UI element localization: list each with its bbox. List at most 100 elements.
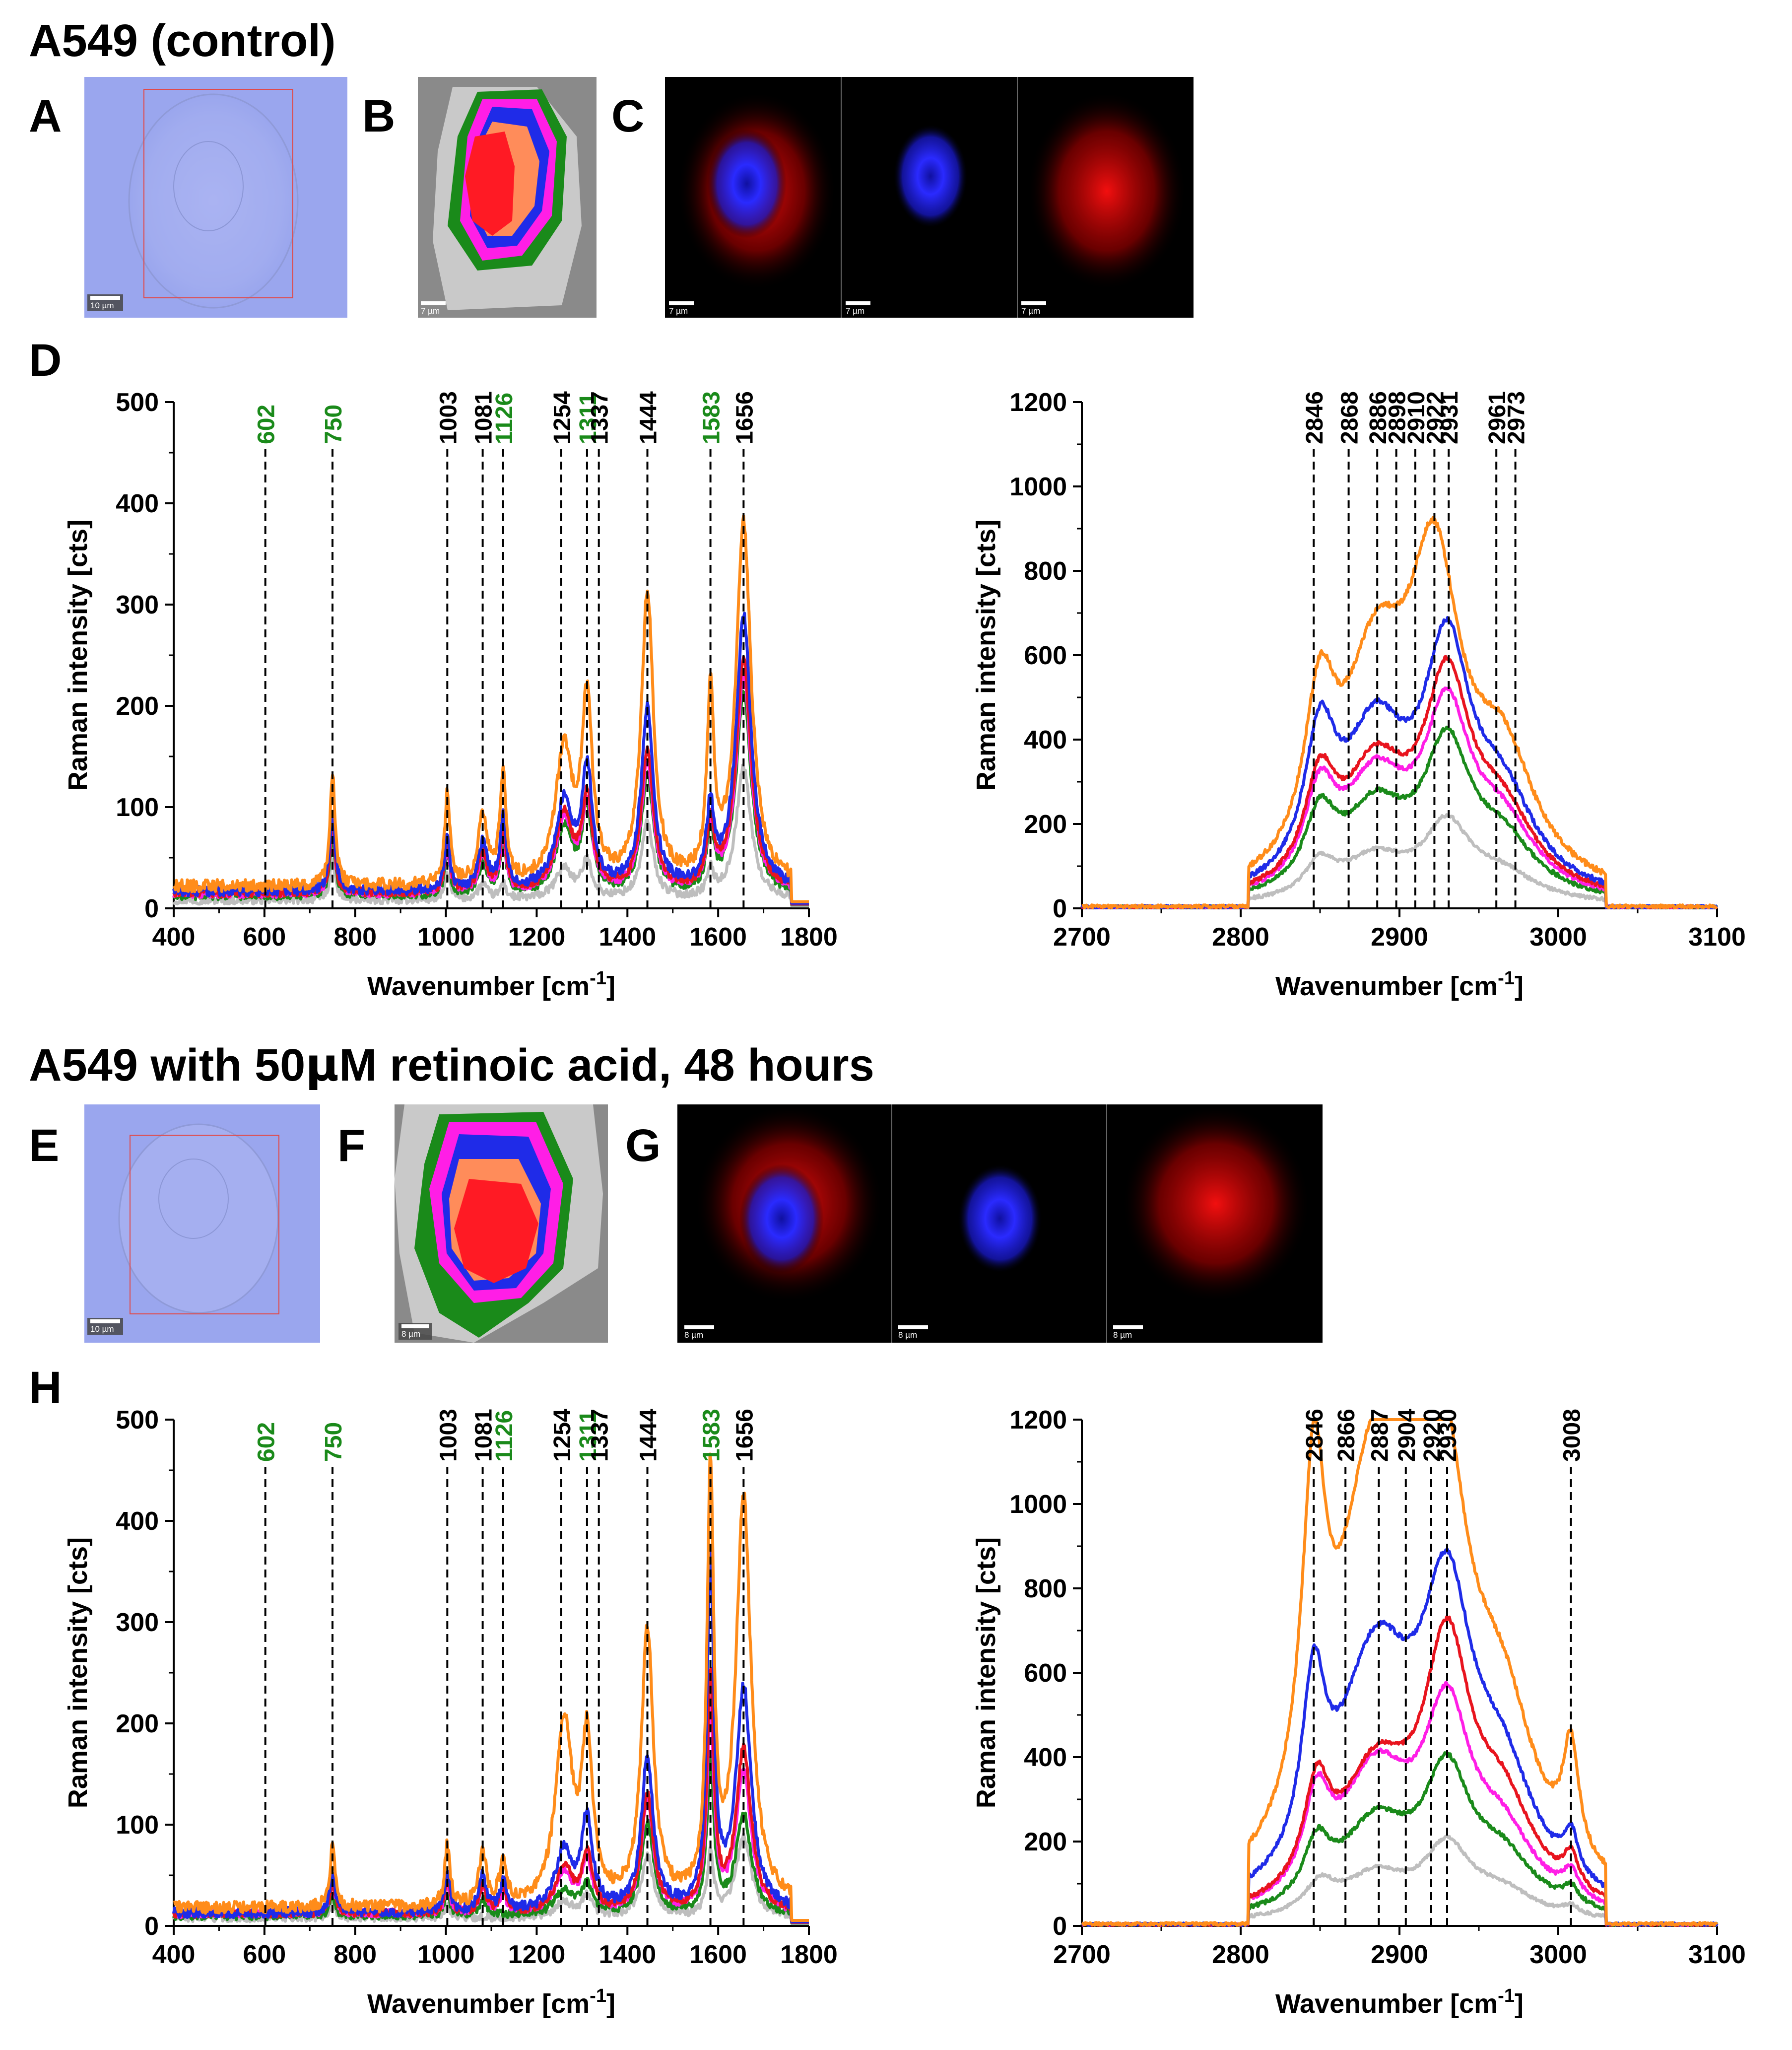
peak-label: 2961 — [1484, 391, 1511, 444]
cluster-map-f: 8 µm — [395, 1104, 608, 1343]
series-line-orange — [1081, 1418, 1719, 1927]
y-tick-label: 0 — [1053, 894, 1067, 923]
x-axis-label-close: ] — [1515, 971, 1524, 1001]
peak-label: 1337 — [587, 1409, 613, 1462]
section-title-treated: A549 with 50µM retinoic acid, 48 hours — [29, 1040, 874, 1091]
peak-label: 1444 — [636, 1409, 662, 1462]
scalebar-g2: 8 µm — [898, 1325, 928, 1339]
y-tick-label: 400 — [1024, 726, 1067, 754]
peak-label: 1003 — [435, 391, 462, 444]
x-tick-label: 800 — [333, 923, 377, 952]
y-axis-label: Raman intensity [cts] — [971, 520, 1001, 791]
y-tick-label: 800 — [1024, 1574, 1067, 1603]
series-line-orange — [173, 1452, 810, 1922]
y-tick-label: 500 — [116, 388, 159, 417]
peak-label: 1254 — [549, 1409, 576, 1462]
peak-label: 750 — [321, 1422, 347, 1462]
peak-label: 1003 — [435, 1409, 462, 1462]
cluster-map-b: 7 µm — [418, 77, 597, 318]
peak-label: 3008 — [1559, 1409, 1586, 1462]
raman-chart-control-fingerprint: 400 600 800 1000 1200 1400 1600 1800 0 100 200 300 4… — [63, 388, 838, 1001]
x-tick-label: 2900 — [1371, 1940, 1428, 1969]
peak-label: 602 — [254, 1422, 280, 1462]
x-tick-label: 1800 — [780, 1940, 838, 1969]
y-axis-label: Raman intensity [cts] — [971, 1537, 1001, 1808]
series-line-gray — [1081, 1835, 1719, 1927]
brightfield-image-e: 10 µm — [84, 1104, 320, 1343]
panel-letter-e: E — [29, 1120, 60, 1171]
section-title-control: A549 (control) — [29, 15, 336, 66]
series-line-magenta — [1081, 1681, 1718, 1927]
peak-label: 2898 — [1385, 391, 1411, 444]
y-tick-label: 1000 — [1009, 473, 1067, 501]
peak-label: 1081 — [471, 1409, 497, 1462]
panel-letter-c: C — [611, 91, 645, 141]
scalebar-g2-label: 8 µm — [898, 1330, 918, 1340]
panel-letter-f: F — [337, 1120, 366, 1171]
peak-label: 750 — [321, 405, 347, 444]
peak-label: 1126 — [491, 1410, 518, 1462]
y-tick-label: 300 — [116, 1608, 159, 1637]
peak-label: 1311 — [575, 393, 601, 444]
series-line-blue — [1080, 616, 1718, 909]
y-axis-label: Raman intensity [cts] — [63, 520, 93, 791]
scalebar-g1-label: 8 µm — [684, 1330, 704, 1340]
scalebar-e: 10 µm — [87, 1318, 123, 1335]
peak-label: 2866 — [1333, 1409, 1360, 1462]
y-tick-label: 200 — [116, 1709, 159, 1738]
peak-label: 1311 — [575, 1410, 601, 1462]
peak-label: 2904 — [1394, 1409, 1420, 1462]
panel-letter-h: H — [29, 1363, 62, 1413]
y-tick-label: 200 — [1024, 810, 1067, 839]
peak-label: 2922 — [1422, 391, 1449, 444]
x-axis-label-main: Wavenumber [cm — [367, 1989, 590, 2019]
x-tick-label: 1600 — [689, 1940, 747, 1969]
roi-rectangle-a — [143, 89, 293, 298]
scalebar-a-label: 10 µm — [90, 301, 114, 310]
x-tick-label: 1000 — [417, 1940, 475, 1969]
series-line-orange — [1081, 516, 1718, 909]
peak-label: 1337 — [587, 391, 613, 444]
peak-label: 1254 — [549, 391, 576, 444]
x-tick-label: 1200 — [508, 923, 566, 952]
x-axis-label-main: Wavenumber [cm — [367, 971, 590, 1001]
y-tick-label: 0 — [144, 1912, 159, 1941]
x-tick-label: 1000 — [417, 923, 475, 952]
peak-label: 1444 — [636, 391, 662, 444]
treated-title-prefix: A549 with 50 — [29, 1040, 306, 1091]
peak-label: 1126 — [491, 393, 518, 444]
x-tick-label: 400 — [152, 923, 196, 952]
y-tick-label: 500 — [116, 1406, 159, 1435]
y-tick-label: 300 — [116, 591, 159, 619]
y-tick-label: 1200 — [1009, 1406, 1067, 1435]
raman-chart-control-highwave: 2700 2800 2900 3000 3100 0 200 400 600 800 1000 120… — [971, 388, 1746, 1001]
series-line-red — [1080, 655, 1718, 910]
x-tick-label: 2800 — [1212, 1940, 1269, 1969]
peak-label: 2910 — [1403, 391, 1430, 444]
peak-label: 2868 — [1337, 391, 1363, 444]
y-tick-label: 100 — [116, 1811, 159, 1840]
scalebar-b: 7 µm — [421, 301, 446, 315]
x-axis-label: Wavenumber [cm-1] — [1275, 968, 1524, 1001]
x-axis-label-sup: -1 — [590, 1985, 606, 2006]
roi-rectangle-e — [130, 1135, 279, 1314]
x-tick-label: 3000 — [1529, 923, 1587, 952]
fluorescence-image-g: 8 µm 8 µm 8 µm — [677, 1104, 1323, 1343]
y-tick-label: 100 — [116, 793, 159, 822]
x-axis-label-main: Wavenumber [cm — [1275, 1989, 1498, 2019]
series-line-orange — [173, 514, 810, 903]
scalebar-g3: 8 µm — [1113, 1325, 1143, 1339]
x-tick-label: 3100 — [1688, 1940, 1746, 1969]
peak-label: 2973 — [1504, 391, 1530, 444]
x-axis-label: Wavenumber [cm-1] — [367, 968, 615, 1001]
peak-label: 1583 — [699, 391, 725, 444]
treated-title-suffix: M retinoic acid, 48 hours — [339, 1040, 874, 1091]
peak-label: 1656 — [731, 1409, 758, 1462]
x-axis-label-close: ] — [1515, 1989, 1524, 2019]
x-tick-label: 3000 — [1529, 1940, 1587, 1969]
y-tick-label: 600 — [1024, 1659, 1067, 1688]
scalebar-c2: 7 µm — [846, 301, 870, 315]
y-tick-label: 1200 — [1009, 388, 1067, 417]
x-axis-label-sup: -1 — [1498, 968, 1515, 989]
series-line-red — [172, 655, 810, 905]
